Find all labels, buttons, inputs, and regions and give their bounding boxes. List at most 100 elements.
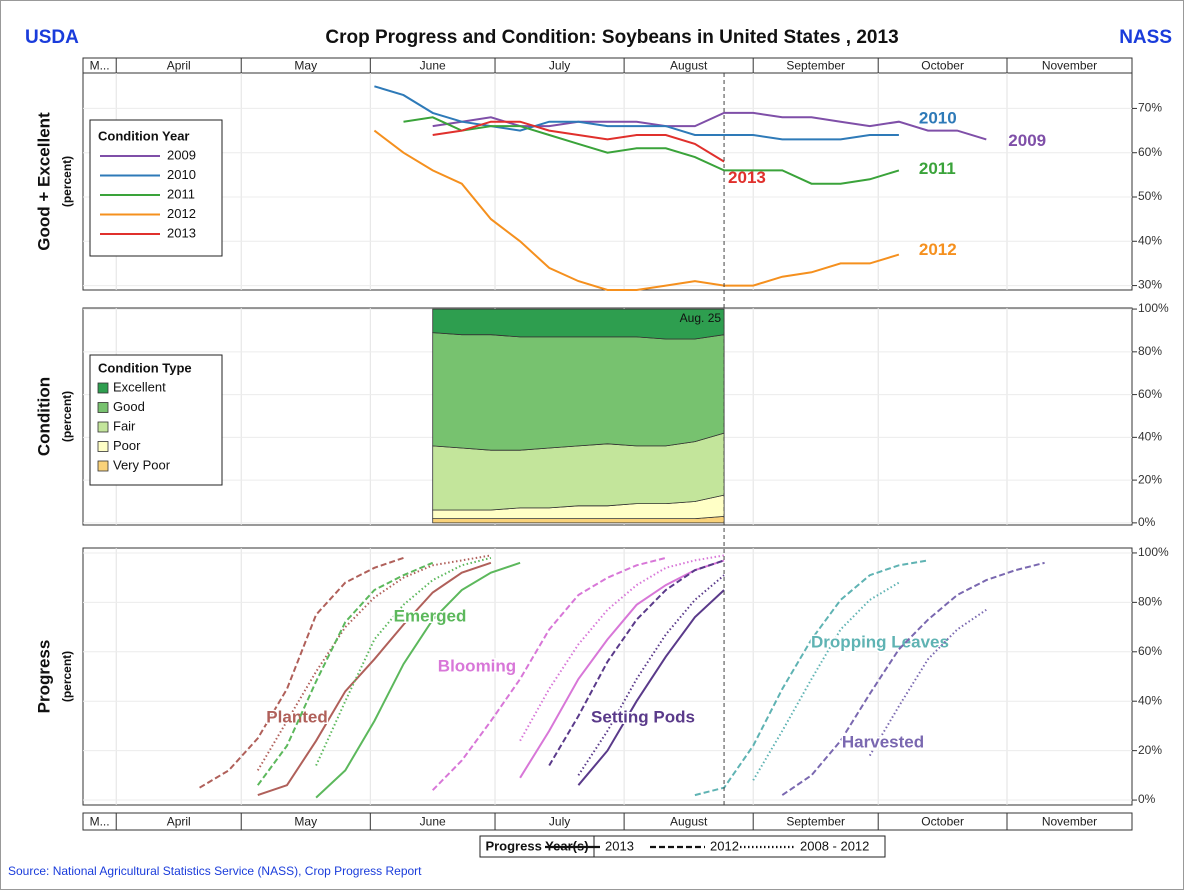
y-tick-label: 30%: [1138, 278, 1162, 292]
month-label: April: [167, 59, 191, 73]
legend-box: [89, 354, 223, 486]
y-tick-label: 80%: [1138, 344, 1162, 358]
progress-line: [577, 574, 725, 776]
stage-label: Setting Pods: [591, 707, 695, 726]
legend-label: Good: [113, 399, 145, 414]
legend-label: 2013: [605, 838, 634, 853]
legend-label: Very Poor: [113, 457, 171, 472]
progress-line: [257, 561, 492, 797]
chart-title: Crop Progress and Condition: Soybeans in…: [325, 27, 898, 48]
legend-label: Fair: [113, 418, 136, 433]
series-end-label: 2011: [919, 159, 956, 178]
progress-line: [431, 556, 667, 791]
legend-label: 2008 - 2012: [800, 838, 869, 853]
series-end-label: 2012: [919, 240, 957, 259]
legend-label: 2012: [710, 838, 739, 853]
month-label: May: [294, 59, 317, 73]
progress-line: [315, 556, 492, 766]
legend-swatch: [97, 382, 109, 394]
month-label: September: [786, 815, 845, 829]
condition-line: [403, 116, 900, 185]
plot-area: [82, 72, 1133, 291]
y-tick-label: 60%: [1138, 644, 1162, 658]
month-label: M...: [90, 59, 110, 73]
progress-line: [256, 561, 434, 786]
progress-line: [256, 554, 492, 771]
left-logo: USDA: [25, 27, 79, 48]
y-axis-label: Condition: [34, 377, 53, 456]
stage-label: Dropping Leaves: [811, 632, 949, 651]
series-end-label: 2010: [919, 108, 957, 127]
month-label: May: [294, 815, 317, 829]
stage-label: Planted: [266, 707, 327, 726]
month-label: M...: [90, 815, 110, 829]
y-axis-unit: (percent): [60, 156, 74, 207]
progress-line: [548, 559, 725, 767]
month-label: September: [786, 59, 845, 73]
y-tick-label: 20%: [1138, 472, 1162, 486]
condition-line: [374, 85, 899, 141]
y-tick-label: 70%: [1138, 101, 1162, 115]
month-label: August: [670, 815, 708, 829]
month-label: July: [549, 59, 570, 73]
date-marker-label: Aug. 25: [680, 311, 722, 325]
month-label: November: [1042, 815, 1097, 829]
y-tick-label: 60%: [1138, 145, 1162, 159]
top-month-bar: [82, 57, 1133, 74]
condition-line: [373, 129, 900, 291]
y-tick-label: 40%: [1138, 693, 1162, 707]
y-tick-label: 20%: [1138, 743, 1162, 757]
progress-line: [868, 608, 987, 757]
month-label: August: [670, 59, 708, 73]
legend-swatch: [97, 441, 109, 452]
y-tick-label: 0%: [1138, 792, 1156, 806]
y-tick-label: 100%: [1138, 545, 1169, 559]
month-label: July: [549, 815, 570, 829]
legend-title: Condition Type: [98, 360, 192, 375]
month-label: June: [420, 59, 446, 73]
y-tick-label: 0%: [1138, 515, 1156, 529]
plot-area: [82, 547, 1133, 806]
y-axis-label: Progress: [34, 640, 53, 714]
legend-label: 2011: [167, 186, 195, 201]
month-label: November: [1042, 59, 1097, 73]
right-logo: NASS: [1119, 27, 1172, 48]
stage-label: Harvested: [842, 732, 924, 751]
legend-label: 2010: [167, 167, 196, 182]
stage-label: Emerged: [394, 606, 467, 625]
progress-line: [199, 556, 404, 789]
month-label: April: [167, 815, 191, 829]
legend-swatch: [97, 460, 109, 472]
series-end-label: 2009: [1008, 131, 1046, 150]
month-label: October: [921, 59, 964, 73]
y-tick-label: 100%: [1138, 301, 1169, 315]
progress-line: [315, 561, 521, 799]
y-tick-label: 40%: [1138, 430, 1162, 444]
progress-line: [519, 559, 725, 779]
legend-label: 2012: [167, 206, 196, 221]
y-tick-label: 50%: [1138, 189, 1162, 203]
legend-label: 2013: [167, 225, 196, 240]
month-label: June: [420, 815, 446, 829]
y-tick-label: 80%: [1138, 595, 1162, 609]
condition-line: [432, 111, 987, 141]
progress-line: [694, 559, 929, 797]
series-end-label: 2013: [728, 168, 766, 187]
progress-line: [519, 554, 725, 742]
condition-area: [432, 332, 725, 451]
legend-swatch: [97, 402, 109, 413]
source-note: Source: National Agricultural Statistics…: [8, 864, 422, 878]
legend-label: 2009: [167, 147, 196, 162]
legend-label: Poor: [113, 438, 141, 453]
progress-line: [577, 589, 725, 786]
y-axis-unit: (percent): [60, 391, 74, 442]
y-axis-label: Good + Excellent: [34, 112, 53, 251]
stage-label: Blooming: [438, 656, 516, 675]
month-label: October: [921, 815, 964, 829]
legend-swatch: [97, 421, 109, 433]
y-tick-label: 40%: [1138, 233, 1162, 247]
condition-line: [432, 120, 725, 163]
legend-title: Condition Year: [98, 128, 190, 143]
progress-line: [781, 561, 1045, 796]
